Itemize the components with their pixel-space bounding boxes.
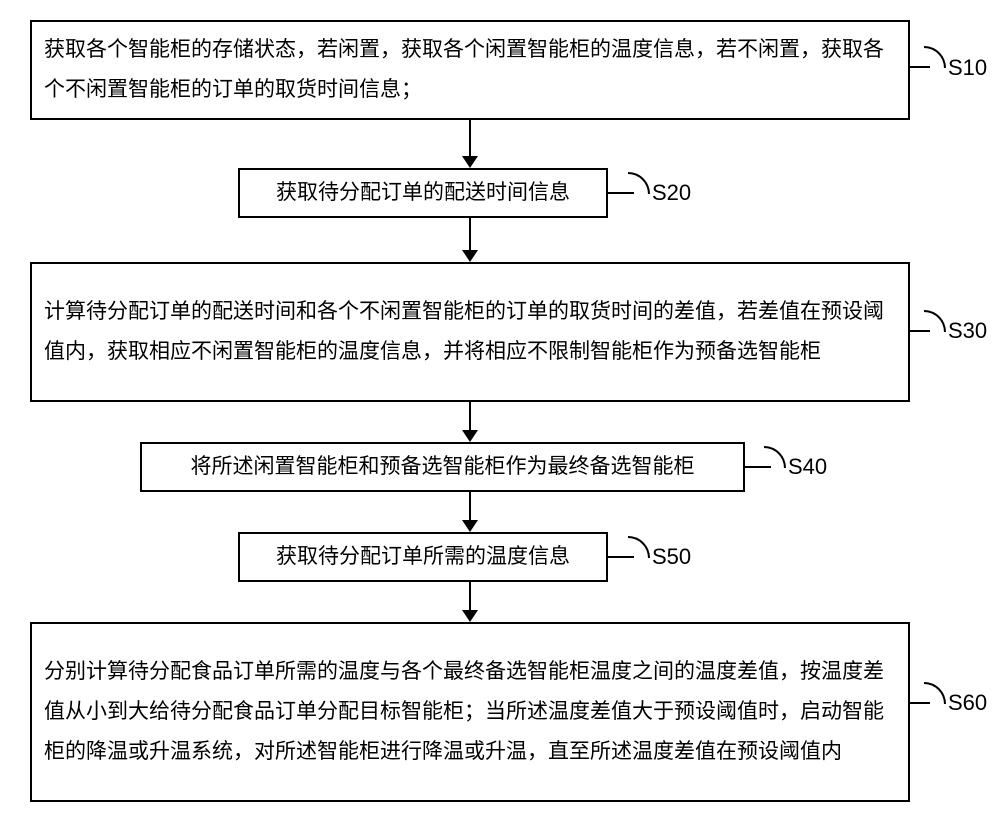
curve-s60 (924, 682, 946, 704)
arrow-3-head (462, 430, 478, 442)
arrow-5-line (469, 582, 471, 610)
step-s60-text: 分别计算待分配食品订单所需的温度与各个最终备选智能柜温度之间的温度差值，按温度差… (44, 652, 896, 772)
arrow-1-line (469, 120, 471, 156)
step-s60: 分别计算待分配食品订单所需的温度与各个最终备选智能柜温度之间的温度差值，按温度差… (30, 622, 910, 802)
step-s20-text: 获取待分配订单的配送时间信息 (276, 173, 570, 213)
step-s30: 计算待分配订单的配送时间和各个不闲置智能柜的订单的取货时间的差值，若差值在预设阈… (30, 262, 910, 402)
curve-s40 (764, 446, 786, 468)
arrow-3-line (469, 402, 471, 430)
label-s60: S60 (948, 690, 987, 716)
curve-s50 (628, 536, 650, 558)
step-s20: 获取待分配订单的配送时间信息 (238, 168, 608, 218)
step-s30-text: 计算待分配订单的配送时间和各个不闲置智能柜的订单的取货时间的差值，若差值在预设阈… (44, 292, 896, 372)
arrow-2-head (462, 250, 478, 262)
curve-s30 (924, 310, 946, 332)
step-s50-text: 获取待分配订单所需的温度信息 (276, 537, 570, 577)
step-s10: 获取各个智能柜的存储状态，若闲置，获取各个闲置智能柜的温度信息，若不闲置，获取各… (30, 20, 910, 120)
step-s50: 获取待分配订单所需的温度信息 (238, 532, 608, 582)
curve-s20 (628, 172, 650, 194)
arrow-1-head (462, 156, 478, 168)
arrow-4-line (469, 492, 471, 520)
label-s30: S30 (948, 318, 987, 344)
arrow-4-head (462, 520, 478, 532)
arrow-5-head (462, 610, 478, 622)
step-s10-text: 获取各个智能柜的存储状态，若闲置，获取各个闲置智能柜的温度信息，若不闲置，获取各… (44, 30, 896, 110)
label-s50: S50 (652, 544, 691, 570)
step-s40-text: 将所述闲置智能柜和预备选智能柜作为最终备选智能柜 (191, 447, 695, 487)
curve-s10 (924, 46, 946, 68)
label-s20: S20 (652, 180, 691, 206)
label-s40: S40 (788, 454, 827, 480)
arrow-2-line (469, 218, 471, 250)
flowchart-canvas: 获取各个智能柜的存储状态，若闲置，获取各个闲置智能柜的温度信息，若不闲置，获取各… (0, 0, 1000, 815)
label-s10: S10 (948, 55, 987, 81)
step-s40: 将所述闲置智能柜和预备选智能柜作为最终备选智能柜 (140, 442, 745, 492)
